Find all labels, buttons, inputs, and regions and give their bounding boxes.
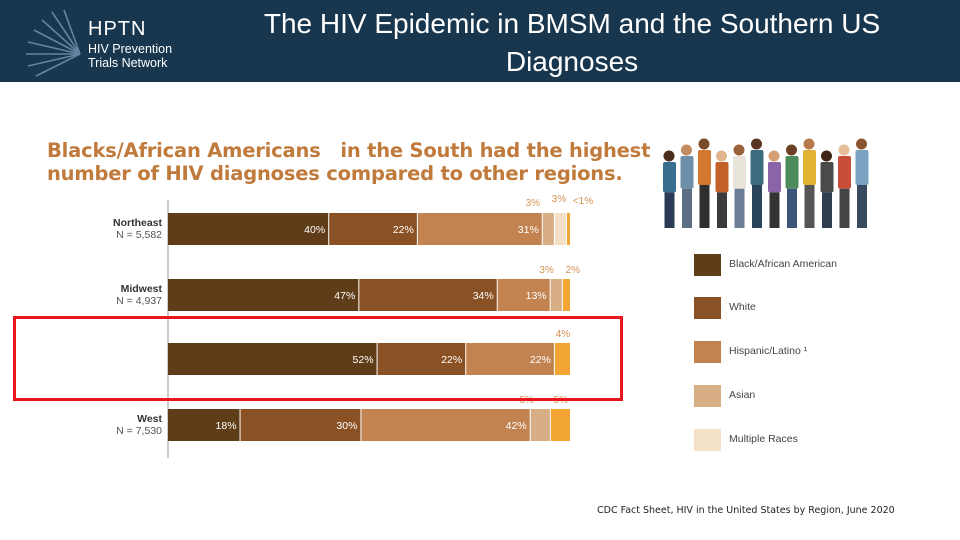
legend-label: Hispanic/Latino ¹ [729,345,808,357]
legend-label: Black/African American [729,258,837,270]
bar-segment [497,279,550,311]
legend-swatch [694,297,721,319]
bar-value-label: 18% [216,420,237,432]
logo-subtitle-line1: HIV Prevention [88,42,173,56]
slide-title: The HIV Epidemic in BMSM and the Souther… [263,8,881,77]
bar-segment [168,409,240,441]
bar-segment [554,343,570,375]
bar-segment [542,213,554,245]
region-n-label: N = 7,530 [116,425,162,437]
bar-value-label-outside: 3% [552,194,567,205]
region-label: Northeast [113,217,163,229]
bar-segment [361,409,530,441]
bar-value-label: 34% [473,290,494,302]
legend-item-white: White [694,297,914,321]
bar-value-label: 42% [506,420,527,432]
bar-value-label-outside: 4% [556,329,571,340]
bar-segment [566,213,570,245]
legend-swatch [694,429,721,451]
bar-segment [530,409,550,441]
bar-segment [329,213,417,245]
bar-value-label: 22% [441,354,462,366]
bar-value-label: 40% [304,224,325,236]
bar-segment [168,343,377,375]
chart-title: Blacks/African Americans in the South ha… [47,139,651,185]
bar-segment [550,279,562,311]
legend-swatch [694,254,721,276]
logo-subtitle-line2: Trials Network [88,56,168,70]
bar-segment [377,343,466,375]
bar-segment [168,213,329,245]
bar-value-label: 31% [518,224,539,236]
bar-segment [550,409,570,441]
bar-segment [240,409,361,441]
bar-value-label: 47% [334,290,355,302]
legend-swatch [694,341,721,363]
highlight-box [13,316,623,401]
bar-segment [417,213,542,245]
bar-segment [359,279,497,311]
bar-value-label: 30% [336,420,357,432]
region-label: West [137,413,162,425]
legend-label: Asian [729,389,756,401]
bar-value-label: 22% [393,224,414,236]
bar-segment [554,213,566,245]
bar-value-label-outside: <1% [573,196,593,207]
chart-title-line2: number of HIV diagnoses compared to othe… [47,162,623,185]
logo-name: HPTN [88,18,147,40]
bar-segment [168,279,359,311]
legend-item-asian: Asian [694,385,914,409]
legend-item-hispanic: Hispanic/Latino ¹ [694,341,914,365]
region-n-label: N = 5,582 [116,229,162,241]
legend-swatch [694,385,721,407]
bar-segment [466,343,554,375]
legend-item-black: Black/African American [694,254,914,278]
legend-label: White [729,301,756,313]
hptn-logo: HPTN HIV Prevention Trials Network [22,4,192,78]
bar-value-label: 52% [353,354,374,366]
slide-header: HPTN HIV Prevention Trials Network The H… [0,0,960,82]
legend-item-multiple: Multiple Races [694,429,914,453]
bar-value-label: 13% [526,290,547,302]
bar-value-label: 22% [530,354,551,366]
region-label: Midwest [121,283,163,295]
bar-value-label-outside: 3% [526,198,541,209]
bar-value-label-outside: 2% [566,265,581,276]
region-n-label: N = 4,937 [116,295,162,307]
legend-label: Multiple Races [729,433,798,445]
people-illustration-icon [663,138,869,228]
chart-title-line1: Blacks/African Americans in the South ha… [47,139,651,162]
logo-rays-icon [26,9,81,77]
bar-value-label-outside: 3% [539,265,554,276]
source-citation: CDC Fact Sheet, HIV in the United States… [597,505,895,516]
bar-segment [562,279,570,311]
